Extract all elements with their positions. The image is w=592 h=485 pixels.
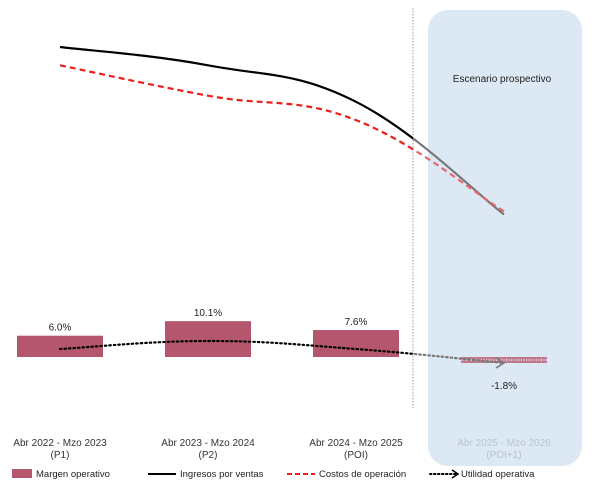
legend: Margen operativo Ingresos por ventas Cos…: [12, 469, 535, 480]
category-label-poi: Abr 2024 - Mzo 2025: [309, 438, 403, 449]
margin-bar-1: [165, 321, 251, 357]
scenario-panel: [428, 10, 582, 466]
legend-label-utilidad: Utilidad operativa: [461, 469, 535, 480]
legend-label-costos: Costos de operación: [319, 469, 406, 480]
utilidad-line: [58, 339, 413, 355]
costos-line: [59, 64, 413, 151]
bar-labels: 6.0% 10.1% 7.6% -1.8%: [49, 308, 518, 392]
margin-bars: [17, 321, 547, 363]
utilidad-arrow-head: [495, 357, 506, 369]
legend-swatch-margen: [12, 469, 32, 478]
category-sub-poi: (POI): [344, 450, 368, 461]
margin-bar-label-0: 6.0%: [49, 323, 72, 334]
ingresos-line: [59, 45, 413, 140]
margin-bar-0: [17, 335, 103, 357]
margin-bar-label-2: 7.6%: [345, 317, 368, 328]
margin-bar-2: [313, 330, 399, 357]
ingresos-line-projected: [413, 137, 505, 216]
category-sub-p2: (P2): [199, 450, 218, 461]
category-label-p1: Abr 2022 - Mzo 2023: [13, 438, 107, 449]
category-sub-p1: (P1): [51, 450, 70, 461]
category-labels: Abr 2022 - Mzo 2023 (P1) Abr 2023 - Mzo …: [13, 438, 551, 461]
scenario-label: Escenario prospectivo: [453, 74, 552, 85]
category-label-poi1: Abr 2025 - Mzo 2026: [457, 438, 551, 449]
legend-label-ingresos: Ingresos por ventas: [180, 469, 264, 480]
costos-line-projected: [413, 148, 505, 213]
margin-bar-label-3: -1.8%: [491, 381, 517, 392]
series-lines: [58, 45, 506, 369]
utilidad-line-projected: [413, 352, 506, 365]
legend-arrow-head: [451, 469, 460, 479]
category-label-p2: Abr 2023 - Mzo 2024: [161, 438, 255, 449]
legend-label-margen: Margen operativo: [36, 469, 110, 480]
margin-bar-label-1: 10.1%: [194, 308, 222, 319]
category-sub-poi1: (POI+1): [486, 450, 521, 461]
